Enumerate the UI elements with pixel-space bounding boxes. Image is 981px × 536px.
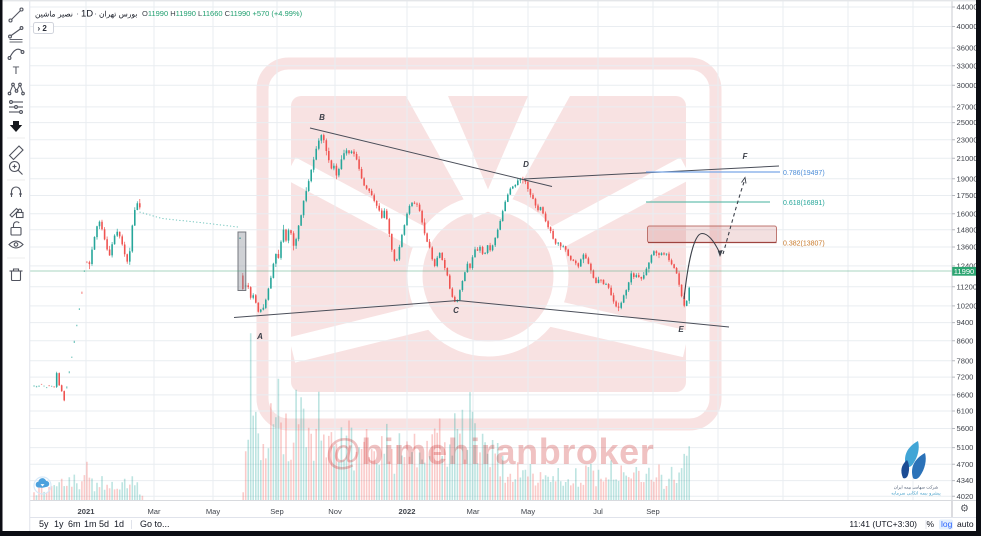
svg-text:F: F bbox=[743, 152, 749, 161]
svg-text:Nov: Nov bbox=[328, 507, 342, 516]
svg-text:Mar: Mar bbox=[147, 507, 161, 516]
svg-text:log: log bbox=[941, 519, 953, 529]
svg-text:36000: 36000 bbox=[957, 44, 978, 53]
svg-text:8600: 8600 bbox=[957, 336, 974, 345]
svg-text:4020: 4020 bbox=[957, 492, 974, 501]
svg-text:5100: 5100 bbox=[957, 443, 974, 452]
svg-text:E: E bbox=[678, 325, 684, 334]
svg-text:%: % bbox=[927, 519, 935, 529]
svg-text:0.618(16891): 0.618(16891) bbox=[783, 200, 825, 207]
svg-text:5600: 5600 bbox=[957, 424, 974, 433]
svg-text:B: B bbox=[319, 113, 325, 122]
svg-text:27000: 27000 bbox=[957, 103, 978, 112]
svg-text:10200: 10200 bbox=[957, 302, 978, 311]
svg-text:11990: 11990 bbox=[954, 267, 975, 276]
svg-text:19000: 19000 bbox=[957, 174, 978, 183]
svg-text:13600: 13600 bbox=[957, 243, 978, 252]
svg-text:D: D bbox=[523, 160, 529, 169]
svg-text:⚙: ⚙ bbox=[960, 504, 969, 515]
svg-text:O11990 H11990 L11660 C11990 +5: O11990 H11990 L11660 C11990 +570 (+4.99%… bbox=[142, 9, 303, 18]
svg-text:0.786(19497): 0.786(19497) bbox=[783, 170, 825, 177]
svg-text:Mar: Mar bbox=[466, 507, 480, 516]
svg-text:@bimehiranbroker: @bimehiranbroker bbox=[326, 431, 655, 472]
svg-text:6100: 6100 bbox=[957, 407, 974, 416]
svg-text:2021: 2021 bbox=[78, 507, 96, 516]
svg-text:T: T bbox=[13, 65, 20, 77]
svg-text:44000: 44000 bbox=[957, 3, 978, 12]
svg-text:33000: 33000 bbox=[957, 61, 978, 70]
svg-text:14800: 14800 bbox=[957, 225, 978, 234]
svg-text:4340: 4340 bbox=[957, 476, 974, 485]
svg-text:17500: 17500 bbox=[957, 191, 978, 200]
svg-text:1D: 1D bbox=[81, 9, 93, 20]
svg-text:auto: auto bbox=[957, 519, 974, 529]
svg-text:16000: 16000 bbox=[957, 209, 978, 218]
svg-text:6m: 6m bbox=[68, 519, 81, 529]
svg-text:Sep: Sep bbox=[646, 507, 660, 516]
svg-text:23000: 23000 bbox=[957, 135, 978, 144]
svg-text:Jul: Jul bbox=[593, 507, 603, 516]
svg-text:·: · bbox=[94, 9, 97, 20]
svg-text:7200: 7200 bbox=[957, 373, 974, 382]
svg-text:40000: 40000 bbox=[957, 22, 978, 31]
svg-text:A: A bbox=[256, 332, 263, 341]
svg-text:› 2: › 2 bbox=[38, 24, 48, 33]
svg-text:7800: 7800 bbox=[957, 356, 974, 365]
svg-text:5y: 5y bbox=[39, 519, 49, 529]
svg-text:6600: 6600 bbox=[957, 391, 974, 400]
svg-text:11:41 (UTC+3:30): 11:41 (UTC+3:30) bbox=[849, 519, 917, 529]
svg-text:30000: 30000 bbox=[957, 81, 978, 90]
svg-text:·: · bbox=[76, 9, 79, 20]
svg-text:C: C bbox=[453, 306, 459, 315]
svg-text:1d: 1d bbox=[114, 519, 124, 529]
svg-text:May: May bbox=[206, 507, 221, 516]
svg-text:1y: 1y bbox=[54, 519, 64, 529]
svg-text:9400: 9400 bbox=[957, 318, 974, 327]
svg-text:2022: 2022 bbox=[399, 507, 416, 516]
svg-text:1m: 1m bbox=[84, 519, 97, 529]
svg-text:5d: 5d bbox=[99, 519, 109, 529]
svg-text:11200: 11200 bbox=[957, 282, 978, 291]
svg-text:Go to...: Go to... bbox=[140, 519, 170, 529]
svg-text:25000: 25000 bbox=[957, 118, 978, 127]
svg-text:May: May bbox=[521, 507, 536, 516]
svg-text:21000: 21000 bbox=[957, 154, 978, 163]
svg-text:0.382(13807): 0.382(13807) bbox=[783, 241, 825, 248]
svg-text:Sep: Sep bbox=[270, 507, 284, 516]
svg-text:12400: 12400 bbox=[957, 262, 978, 271]
svg-text:4700: 4700 bbox=[957, 460, 974, 469]
